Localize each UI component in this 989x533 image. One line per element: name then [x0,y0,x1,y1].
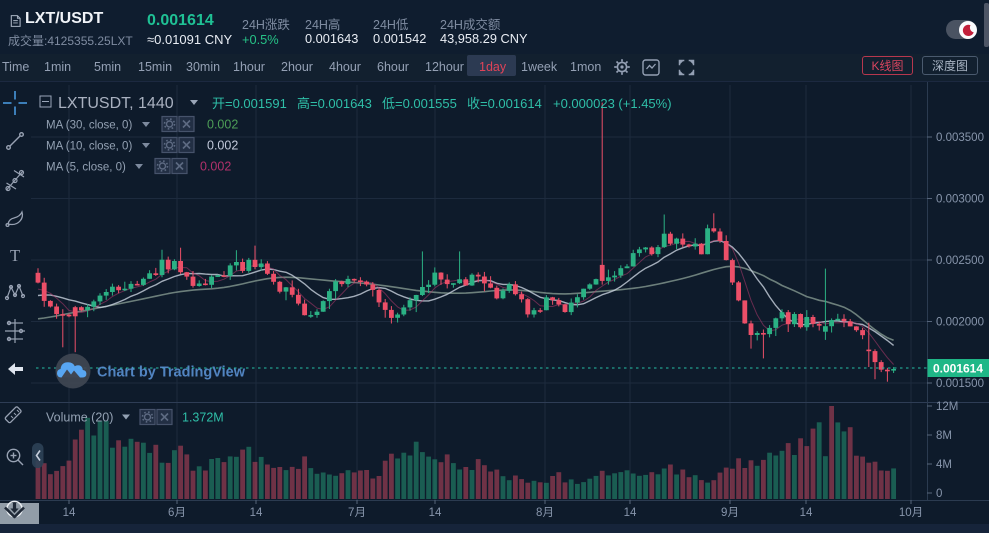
svg-text:MA (10, close, 0): MA (10, close, 0) [46,141,132,153]
svg-text:0.002: 0.002 [200,160,231,174]
svg-text:9月: 9月 [721,507,739,519]
svg-text:高=0.001643: 高=0.001643 [297,96,372,111]
svg-text:4M: 4M [936,459,952,471]
svg-text:0.002500: 0.002500 [936,255,984,267]
svg-text:14: 14 [429,507,442,519]
svg-text:8M: 8M [936,430,952,442]
svg-text:Volume (20): Volume (20) [46,411,113,425]
svg-text:0: 0 [936,488,942,500]
svg-text:0.003000: 0.003000 [936,194,984,206]
svg-text:14: 14 [624,507,637,519]
svg-text:7月: 7月 [348,507,366,519]
svg-text:开=0.001591: 开=0.001591 [212,96,287,111]
svg-text:10月: 10月 [899,507,923,519]
svg-text:8月: 8月 [536,507,554,519]
svg-text:0.002000: 0.002000 [936,317,984,329]
svg-text:0.002: 0.002 [207,139,238,153]
svg-text:14: 14 [800,507,813,519]
svg-text:14: 14 [250,507,263,519]
svg-text:MA (5, close, 0): MA (5, close, 0) [46,162,126,174]
svg-text:1.372M: 1.372M [182,411,224,425]
svg-text:Chart by TradingView: Chart by TradingView [97,365,246,381]
svg-text:0.001614: 0.001614 [933,362,983,376]
svg-text:0.003500: 0.003500 [936,132,984,144]
svg-text:0.002: 0.002 [207,118,238,132]
svg-text:LXTUSDT, 1440: LXTUSDT, 1440 [58,95,174,112]
svg-text:12M: 12M [936,401,958,413]
svg-text:低=0.001555: 低=0.001555 [382,96,457,111]
svg-text:收=0.001614: 收=0.001614 [467,96,542,111]
svg-text:MA (30, close, 0): MA (30, close, 0) [46,120,132,132]
svg-text:0.001500: 0.001500 [936,378,984,390]
svg-text:T: T [10,246,20,265]
svg-text:6月: 6月 [168,507,186,519]
svg-text:14: 14 [63,507,76,519]
svg-text:+0.000023 (+1.45%): +0.000023 (+1.45%) [553,96,672,111]
